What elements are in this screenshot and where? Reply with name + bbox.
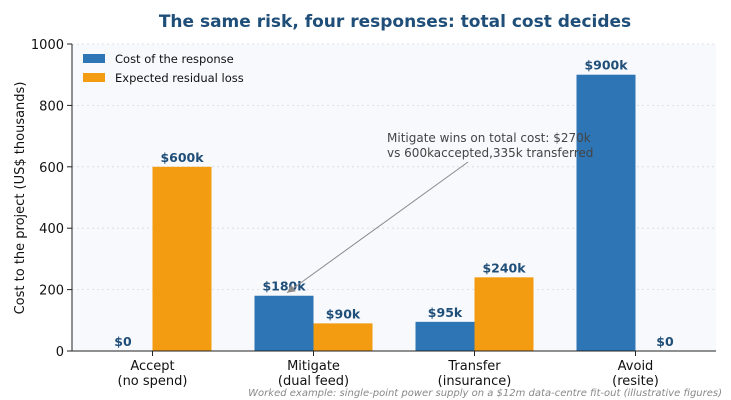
bar-residual-loss xyxy=(313,323,373,351)
bar-response-cost xyxy=(254,295,314,351)
y-tick-label: 1000 xyxy=(31,38,64,53)
bar-value-label: $600k xyxy=(160,150,204,165)
bar-value-label: $90k xyxy=(326,306,361,321)
bar-response-cost xyxy=(576,74,636,351)
y-tick-label: 600 xyxy=(39,161,64,176)
annotation-text: Mitigate wins on total cost: $270k xyxy=(387,131,591,145)
annotation-arrow-line xyxy=(286,161,469,294)
bar-value-label: $900k xyxy=(584,58,628,73)
x-tick-label: (insurance) xyxy=(438,374,512,389)
legend-swatch xyxy=(83,73,105,82)
y-tick-label: 800 xyxy=(39,99,64,114)
bar-value-label: $95k xyxy=(428,305,463,320)
x-tick-label: (dual feed) xyxy=(278,374,349,389)
y-tick-label: 0 xyxy=(56,345,64,360)
legend-label: Cost of the response xyxy=(115,52,234,66)
x-tick-label: (no spend) xyxy=(118,374,188,389)
annotation-text: vs 600kaccepted,335k transferred xyxy=(387,146,593,160)
bar-value-label: $0 xyxy=(656,334,674,349)
bar-value-label: $180k xyxy=(262,279,306,294)
x-tick-label: (resite) xyxy=(612,374,659,389)
legend-label: Expected residual loss xyxy=(115,71,244,85)
legend-swatch xyxy=(83,54,105,63)
bar-response-cost xyxy=(415,321,475,351)
bar-residual-loss xyxy=(152,166,212,351)
chart-title: The same risk, four responses: total cos… xyxy=(159,12,631,32)
x-tick-label: Accept xyxy=(130,359,174,374)
y-tick-label: 200 xyxy=(39,284,64,299)
bar-value-label: $240k xyxy=(482,260,526,275)
x-tick-label: Mitigate xyxy=(287,359,340,374)
x-tick-label: Avoid xyxy=(618,359,654,374)
footnote: Worked example: single-point power suppl… xyxy=(248,388,722,399)
x-tick-label: Transfer xyxy=(447,359,501,374)
bar-value-label: $0 xyxy=(114,334,132,349)
legend: Cost of the response Expected residual lo… xyxy=(83,52,244,85)
bar-residual-loss xyxy=(474,277,534,351)
y-axis-label: Cost to the project (US$ thousands) xyxy=(13,82,28,315)
y-tick-label: 400 xyxy=(39,222,64,237)
annotation-arrowhead xyxy=(287,284,296,293)
